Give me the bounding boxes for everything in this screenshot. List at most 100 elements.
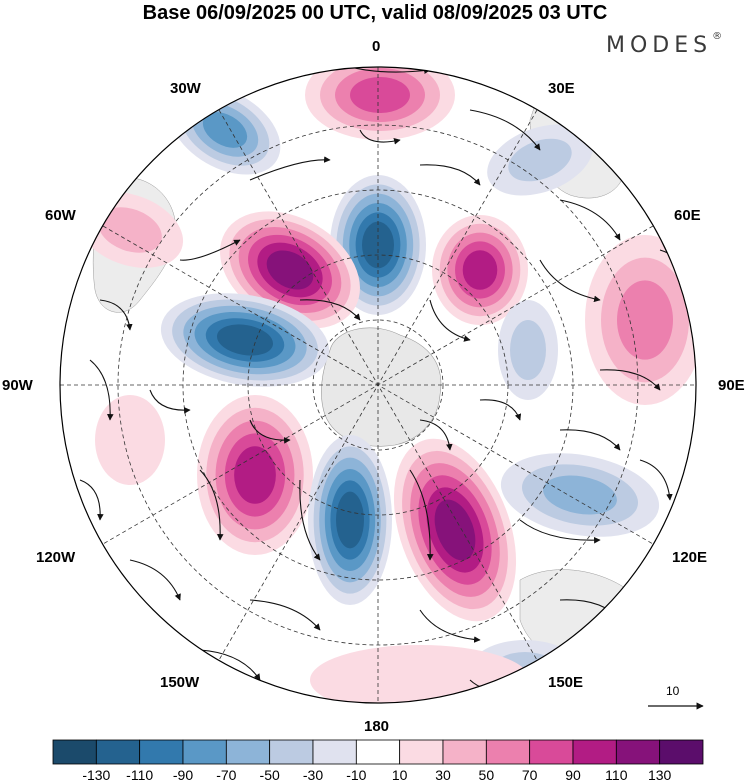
map-title: Base 06/09/2025 00 UTC, valid 08/09/2025… [142,2,608,24]
colorbar-swatch [182,739,227,765]
wind-vector [129,559,181,601]
polar-map [59,66,704,710]
brand-logo: MODES® [606,31,723,58]
wind-vector [639,459,673,501]
colorbar-tick-label: -110 [126,767,153,783]
anomaly-neg-120e [500,453,660,537]
anomaly-contour [95,395,165,485]
anomaly-contour [508,138,572,182]
wind-vector [419,164,481,186]
colorbar-swatch [659,739,704,765]
wind-vector [419,419,453,451]
lon-label-0: 0 [372,38,381,55]
colorbar-tick-label: 70 [522,767,538,783]
colorbar-tick-label: -130 [82,767,110,783]
colorbar-tick-label: 130 [648,767,672,783]
wind-vector [429,299,471,342]
wind-vector [249,156,331,181]
wind-vector [249,599,321,631]
colorbar-tick-label: 10 [392,767,408,783]
anomaly-pos-165e [393,438,517,622]
lon-label-180: 180 [364,718,390,735]
anomaly-contour [510,320,546,380]
colorbar-swatch [442,739,487,765]
colorbar-swatch [485,739,531,765]
wind-vector [299,479,321,561]
wind-vector [99,299,133,331]
colorbar-tick-label: 110 [605,767,628,783]
anomaly-neg-30e [487,124,593,196]
colorbar-tick-label: 30 [435,767,451,783]
anomaly-neg-80w [160,293,330,387]
lon-label-120w: 120W [36,549,76,566]
anomaly-contour [543,475,617,515]
registered-mark: ® [712,31,723,42]
anomaly-pos-130w [197,395,313,555]
lon-label-90w: 90W [2,377,33,394]
anomaly-pos-0e [305,67,455,140]
wind-vector [539,259,601,303]
colorbar-swatch [615,739,661,765]
anomaly-neg-165w [308,435,392,605]
lon-label-120e: 120E [672,549,708,566]
colorbar-tick-label: -30 [303,767,323,783]
wind-vector [299,299,361,321]
wind-vector [409,469,434,561]
wind-vector [419,609,481,643]
wind-vector [599,369,661,391]
colorbar-swatch [572,739,617,765]
anomaly-contour [266,250,314,290]
colorbar-swatch [529,739,574,765]
wind-vector [519,519,601,544]
colorbar-tick-label: -70 [216,767,236,783]
anomaly-contour [462,250,498,290]
graticule [60,67,696,703]
lon-label-150e: 150E [548,674,584,691]
colorbar-tick-label: -90 [173,767,193,783]
anomaly-pos-70e [585,235,696,405]
anomaly-pos-45e [432,215,528,325]
colorbar-tick-label: 90 [565,767,581,783]
wind-vector [359,129,401,145]
anomaly-contour [234,446,276,504]
lon-label-30e: 30E [548,80,575,97]
wind-vector [79,479,104,521]
anomaly-neg-30w [169,85,281,175]
lon-label-90e: 90E [718,377,745,394]
colorbar-swatch [225,739,271,765]
wind-vector [329,67,431,74]
anomaly-pos-100w [95,395,165,485]
wind-vector [149,389,191,414]
map-boundary [59,66,697,704]
antarctica-landmass [321,327,442,447]
colorbar-swatch [355,739,401,765]
anomaly-contour [617,280,673,360]
anomaly-contour [98,207,162,253]
colorbar-tick-label: 50 [479,767,495,783]
colorbar-swatch [312,739,357,765]
colorbar-swatch [399,739,444,765]
wind-vectors [79,67,693,695]
wind-vector [559,429,621,451]
colorbar-swatch [95,739,141,765]
lon-label-60w: 60W [45,207,76,224]
wind-vector [559,199,621,241]
anomaly-neg-90e [498,300,558,400]
colorbar-swatch [269,739,314,765]
wind-vector [89,359,114,421]
lon-label-150w: 150W [160,674,200,691]
colorbar-tick-label: -50 [260,767,280,783]
lon-label-60e: 60E [674,207,701,224]
anomaly-contour [202,112,248,148]
reference-wind-label: 10 [666,684,680,698]
anomaly-contour [350,77,410,113]
lon-label-30w: 30W [170,80,201,97]
anomaly-contour [434,499,476,561]
colorbar-tick-label: -10 [346,767,366,783]
wind-vector [199,469,224,541]
wind-vector [249,419,291,444]
wind-vector [179,239,241,261]
wind-vector [479,399,522,421]
colorbar-swatch [139,739,184,765]
wind-vector [199,649,261,681]
